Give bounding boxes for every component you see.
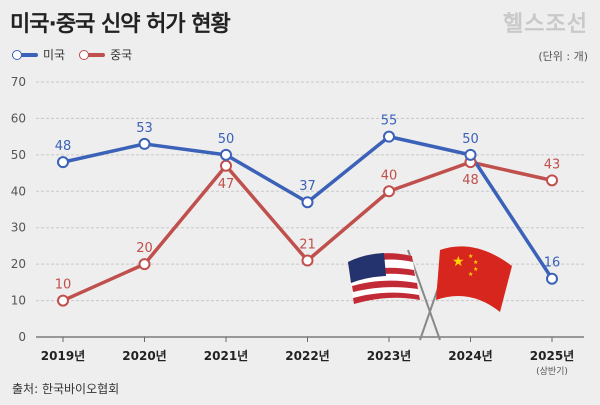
legend-label-cn: 중국: [110, 48, 133, 62]
data-label-us: 37: [299, 179, 316, 194]
legend: 미국 중국: [12, 46, 132, 63]
data-label-cn: 40: [381, 168, 398, 183]
y-tick-label: 50: [11, 148, 26, 162]
x-tick-label: 2020년: [122, 349, 166, 363]
brand-logo: 헬스조선: [503, 12, 588, 37]
data-point-us: [383, 130, 395, 143]
legend-label-us: 미국: [43, 48, 66, 62]
data-point-cn: [301, 254, 314, 267]
data-point-us: [464, 148, 477, 161]
data-label-us: 53: [136, 121, 153, 136]
data-label-us: 50: [218, 132, 235, 147]
x-tick-sublabel: (상반기): [536, 366, 568, 377]
y-tick-label: 0: [18, 330, 26, 344]
data-label-cn: 48: [462, 173, 479, 188]
legend-swatch-cn: [79, 49, 106, 60]
data-label-us: 48: [55, 139, 72, 154]
x-tick-label: 2025년: [530, 349, 574, 363]
svg-text:★: ★: [452, 254, 465, 270]
data-point-us: [301, 196, 314, 209]
x-tick-label: 2022년: [285, 349, 329, 363]
legend-item-cn: 중국: [79, 46, 132, 63]
y-tick-label: 20: [11, 257, 26, 271]
data-point-us: [57, 156, 69, 169]
y-tick-label: 70: [11, 75, 26, 89]
data-label-us: 55: [381, 114, 398, 129]
x-tick-label: 2023년: [367, 349, 411, 363]
legend-swatch-us: [12, 49, 38, 60]
unit-label: (단위 : 개): [538, 50, 588, 63]
data-label-cn: 21: [299, 238, 316, 253]
svg-text:★: ★: [473, 259, 478, 266]
x-tick-label: 2019년: [41, 349, 85, 363]
chart-title: 미국·중국 신약 허가 현황: [10, 12, 231, 37]
y-tick-label: 40: [11, 184, 26, 198]
data-label-cn: 47: [218, 177, 235, 192]
y-tick-label: 10: [11, 294, 26, 308]
data-point-cn: [57, 294, 69, 307]
data-label-us: 16: [544, 256, 561, 271]
us-flag-icon: [348, 253, 420, 304]
data-point-cn: [138, 258, 151, 271]
data-label-cn: 10: [55, 278, 72, 293]
cn-flag-icon: ★ ★ ★ ★ ★: [436, 246, 512, 312]
y-tick-label: 30: [11, 221, 26, 235]
legend-item-us: 미국: [12, 46, 65, 63]
data-label-cn: 43: [544, 157, 561, 172]
y-tick-label: 60: [11, 111, 26, 125]
svg-text:★: ★: [473, 266, 478, 273]
data-label-us: 50: [462, 132, 479, 147]
x-tick-label: 2021년: [204, 349, 248, 363]
svg-text:★: ★: [468, 271, 473, 278]
data-label-cn: 20: [136, 241, 153, 256]
data-point-cn: [383, 185, 395, 198]
x-tick-label: 2024년: [448, 349, 492, 363]
data-point-cn: [546, 174, 558, 187]
svg-text:★: ★: [468, 253, 473, 260]
data-point-us: [138, 137, 151, 150]
source-note: 출처: 한국바이오협회: [12, 382, 120, 396]
data-point-us: [546, 272, 558, 285]
data-point-us: [220, 148, 232, 161]
